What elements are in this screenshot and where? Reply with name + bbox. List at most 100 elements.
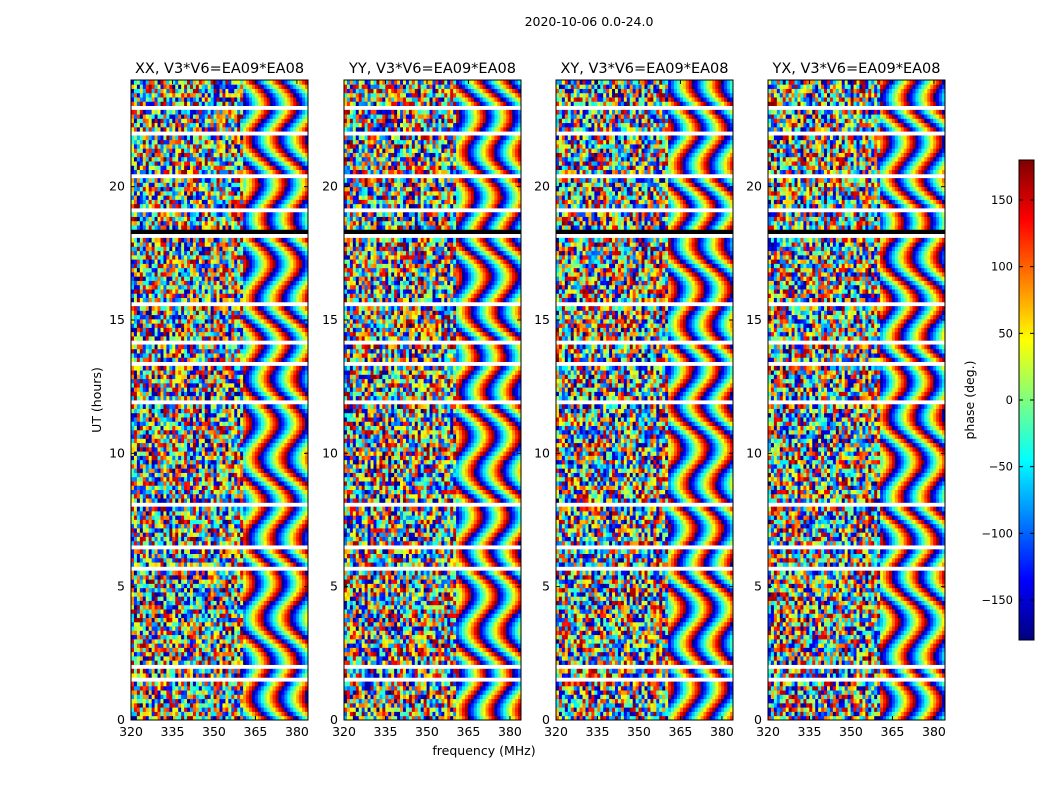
heatmap-cell xyxy=(161,532,164,537)
heatmap-cell xyxy=(302,383,305,388)
heatmap-cell xyxy=(166,532,169,537)
heatmap-cell xyxy=(222,605,225,610)
heatmap-cell xyxy=(270,537,273,542)
heatmap-cell xyxy=(276,391,279,396)
heatmap-cell xyxy=(137,601,140,606)
heatmap-cell xyxy=(131,613,134,618)
heatmap-cell xyxy=(149,588,152,593)
heatmap-cell xyxy=(155,622,158,627)
heatmap-cell xyxy=(243,507,246,512)
heatmap-cell xyxy=(217,421,220,426)
heatmap-cell xyxy=(249,366,252,371)
heatmap-cell xyxy=(234,643,237,648)
heatmap-cell xyxy=(225,374,228,379)
heatmap-cell xyxy=(193,537,196,542)
heatmap-cell xyxy=(149,656,152,661)
heatmap-cell xyxy=(140,571,143,576)
heatmap-cell xyxy=(187,652,190,657)
heatmap-cell xyxy=(225,455,228,460)
heatmap-cell xyxy=(302,571,305,576)
heatmap-cell xyxy=(281,592,284,597)
heatmap-cell xyxy=(287,575,290,580)
heatmap-cell xyxy=(190,699,193,704)
heatmap-panel-0: XX, V3*V6=EA09*EA08320 335 350 365 380051015… xyxy=(109,61,309,739)
heatmap-cell xyxy=(217,528,220,533)
heatmap-cell xyxy=(175,396,178,401)
heatmap-cell xyxy=(146,618,149,623)
heatmap-cell xyxy=(196,618,199,623)
heatmap-cell xyxy=(143,409,146,414)
heatmap-cell xyxy=(276,421,279,426)
heatmap-cell xyxy=(258,443,261,448)
heatmap-cell xyxy=(178,571,181,576)
heatmap-cell xyxy=(131,647,134,652)
heatmap-cell xyxy=(152,524,155,529)
heatmap-cell xyxy=(202,690,205,695)
heatmap-cell xyxy=(258,699,261,704)
heatmap-cell xyxy=(172,413,175,418)
heatmap-cell xyxy=(299,682,302,687)
heatmap-cell xyxy=(149,549,152,554)
heatmap-cell xyxy=(202,537,205,542)
heatmap-cell xyxy=(187,622,190,627)
heatmap-cell xyxy=(208,404,211,409)
heatmap-cell xyxy=(261,455,264,460)
heatmap-cell xyxy=(199,703,202,708)
heatmap-cell xyxy=(214,490,217,495)
heatmap-cell xyxy=(181,481,184,486)
heatmap-cell xyxy=(299,690,302,695)
heatmap-cell xyxy=(220,656,223,661)
heatmap-cell xyxy=(169,643,172,648)
heatmap-cell xyxy=(205,468,208,473)
heatmap-cell xyxy=(155,541,158,546)
heatmap-cell xyxy=(187,507,190,512)
heatmap-cell xyxy=(246,455,249,460)
heatmap-cell xyxy=(199,507,202,512)
heatmap-cell xyxy=(149,515,152,520)
heatmap-cell xyxy=(155,413,158,418)
heatmap-cell xyxy=(202,455,205,460)
heatmap-cell xyxy=(225,571,228,576)
heatmap-cell xyxy=(196,622,199,627)
heatmap-cell xyxy=(146,477,149,482)
heatmap-cell xyxy=(228,383,231,388)
heatmap-cell xyxy=(205,694,208,699)
heatmap-cell xyxy=(270,417,273,422)
heatmap-cell xyxy=(217,605,220,610)
heatmap-cell xyxy=(302,647,305,652)
heatmap-cell xyxy=(181,511,184,516)
heatmap-cell xyxy=(205,528,208,533)
heatmap-cell xyxy=(243,485,246,490)
heatmap-cell xyxy=(255,699,258,704)
heatmap-cell xyxy=(267,438,270,443)
heatmap-cell xyxy=(196,660,199,665)
heatmap-cell xyxy=(258,494,261,499)
heatmap-cell xyxy=(296,528,299,533)
heatmap-cell xyxy=(217,507,220,512)
heatmap-cell xyxy=(234,498,237,503)
heatmap-cell xyxy=(217,558,220,563)
heatmap-cell xyxy=(161,601,164,606)
heatmap-cell xyxy=(240,592,243,597)
heatmap-cell xyxy=(293,366,296,371)
heatmap-cell xyxy=(234,609,237,614)
heatmap-cell xyxy=(169,537,172,542)
heatmap-cell xyxy=(161,652,164,657)
heatmap-cell xyxy=(193,485,196,490)
heatmap-cell xyxy=(279,571,282,576)
heatmap-cell xyxy=(237,626,240,631)
heatmap-cell xyxy=(299,460,302,465)
heatmap-cell xyxy=(293,618,296,623)
heatmap-cell xyxy=(270,618,273,623)
heatmap-cell xyxy=(208,694,211,699)
heatmap-cell xyxy=(279,596,282,601)
heatmap-cell xyxy=(211,391,214,396)
heatmap-cell xyxy=(137,541,140,546)
heatmap-cell xyxy=(302,404,305,409)
heatmap-cell xyxy=(175,511,178,516)
heatmap-cell xyxy=(187,707,190,712)
heatmap-cell xyxy=(284,374,287,379)
heatmap-cell xyxy=(214,622,217,627)
heatmap-cell xyxy=(187,366,190,371)
heatmap-cell xyxy=(131,357,134,362)
